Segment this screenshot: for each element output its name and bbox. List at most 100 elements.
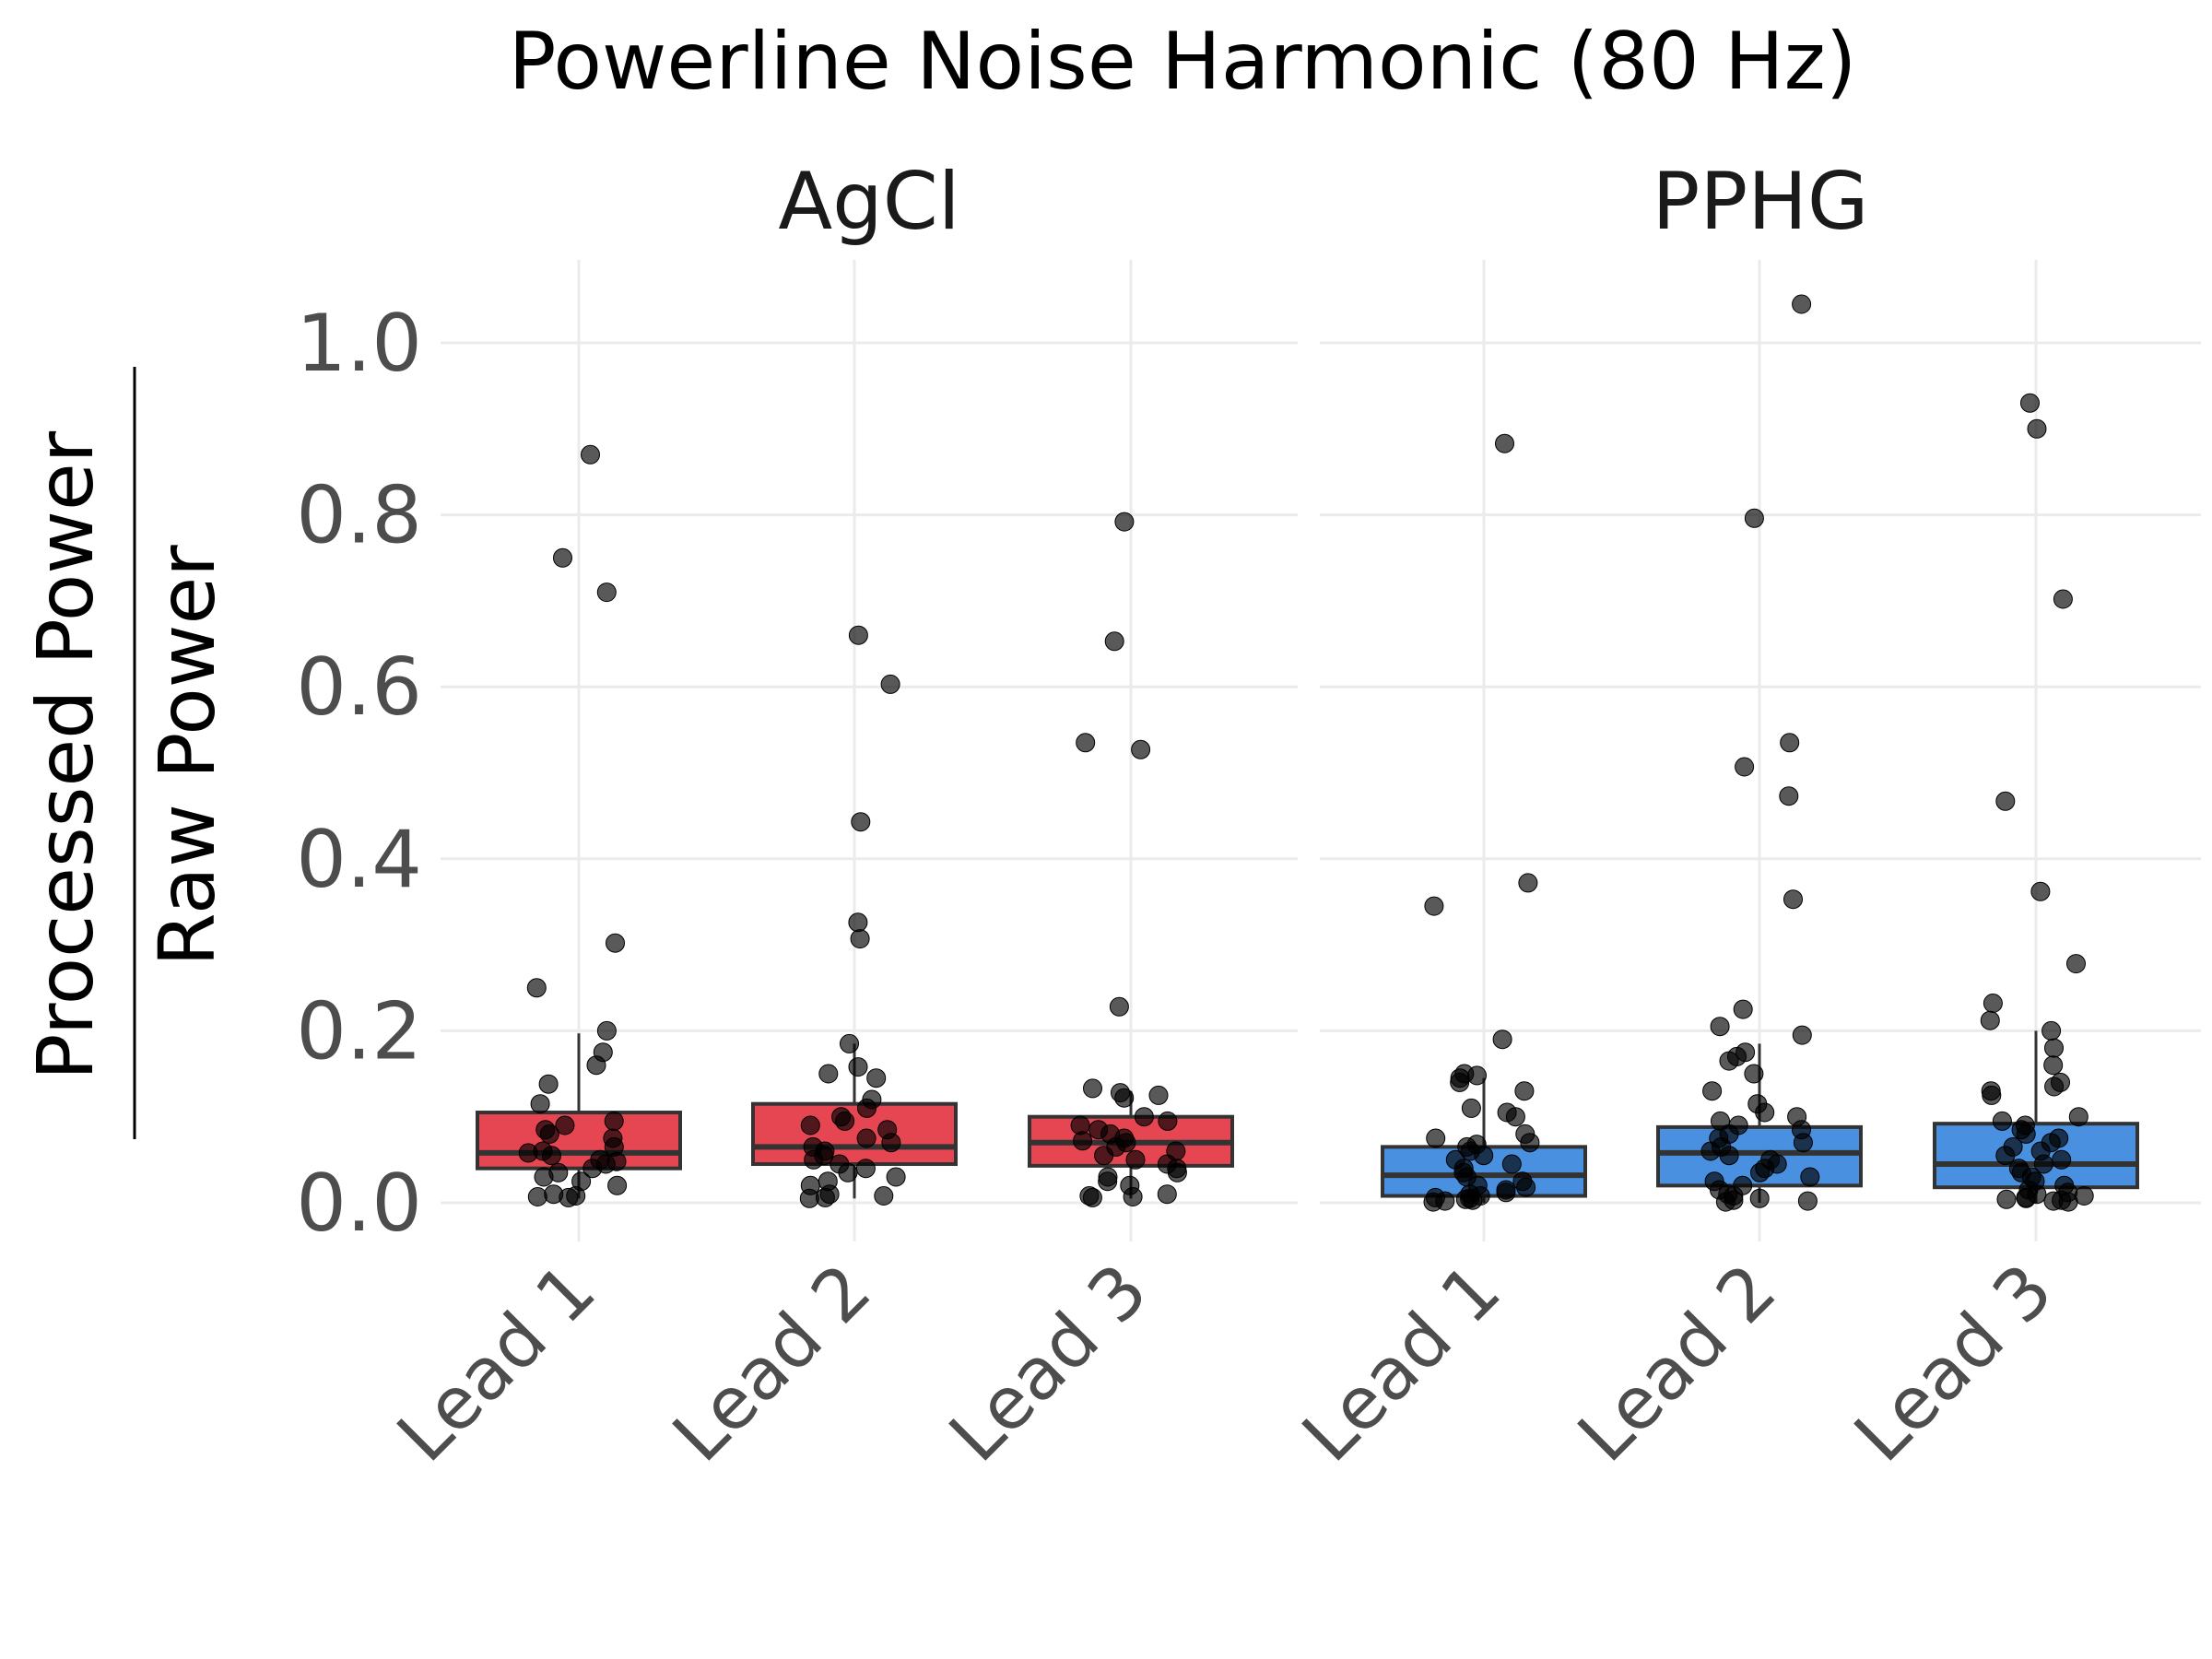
x-tick-label: Lead 3 <box>935 1249 1164 1478</box>
y-tick-label: 0.8 <box>296 470 422 562</box>
data-point <box>881 1133 901 1153</box>
data-point <box>857 1098 877 1118</box>
data-point <box>2016 1188 2036 1208</box>
data-point <box>1505 1107 1525 1127</box>
data-point <box>799 1188 819 1208</box>
data-point <box>1114 512 1135 532</box>
data-point <box>2027 418 2047 439</box>
box-iqr <box>476 1111 682 1171</box>
data-point <box>1492 1030 1512 1050</box>
y-axis-label-denominator: Raw Power <box>142 545 232 967</box>
data-point <box>1520 1133 1540 1153</box>
data-point <box>2041 1020 2062 1041</box>
data-point <box>2068 1107 2088 1127</box>
data-point <box>874 1186 894 1206</box>
data-point <box>559 1187 579 1207</box>
data-point <box>1104 631 1124 652</box>
y-tick-label: 0.0 <box>296 1158 422 1250</box>
data-point <box>555 1115 575 1135</box>
data-point <box>1123 1187 1143 1206</box>
data-point <box>856 1128 877 1148</box>
data-point <box>1076 733 1096 753</box>
data-point <box>850 929 870 949</box>
data-point <box>1744 508 1764 528</box>
data-point <box>848 625 868 645</box>
data-point <box>1158 1111 1178 1131</box>
data-point <box>1461 1098 1481 1118</box>
data-point <box>818 1064 839 1084</box>
data-point <box>1082 1187 1102 1207</box>
data-point <box>1996 1189 2017 1209</box>
box-lead-3 <box>1933 393 2139 1212</box>
data-point <box>1426 1128 1446 1148</box>
data-point <box>1992 1111 2012 1131</box>
x-tick-label: Lead 3 <box>1840 1249 2069 1478</box>
data-point <box>1755 1102 1775 1123</box>
data-point <box>1073 1131 1093 1151</box>
data-point <box>2016 1124 2036 1144</box>
data-point <box>886 1167 906 1187</box>
data-point <box>1131 739 1151 759</box>
data-point <box>539 1124 559 1144</box>
data-point <box>2043 1055 2064 1076</box>
data-point <box>838 1162 858 1182</box>
data-point <box>1514 1081 1535 1101</box>
data-point <box>581 444 600 465</box>
y-axis-label: Processed Power Raw Power <box>20 367 232 1139</box>
data-point <box>604 1111 624 1131</box>
data-point <box>1423 1192 1443 1212</box>
data-point <box>1083 1078 1102 1099</box>
box-lead-2 <box>751 625 958 1208</box>
data-point <box>1735 757 1755 777</box>
data-point <box>1167 1162 1187 1182</box>
data-point <box>1495 433 1514 453</box>
facet-panel-pphg: PPHG Lead 1 Lead 2 Lead 3 <box>1288 156 2201 1478</box>
data-point <box>800 1115 820 1135</box>
box-lead-1 <box>476 444 682 1207</box>
data-point <box>1467 1065 1487 1086</box>
data-point <box>1793 1133 1813 1153</box>
data-point <box>526 978 547 998</box>
data-point <box>1995 791 2016 811</box>
data-point <box>1702 1081 1723 1101</box>
data-point <box>835 1111 855 1131</box>
data-point <box>542 1146 561 1166</box>
chart-title: Powerline Noise Harmonic (80 Hz) <box>509 16 1857 108</box>
data-point <box>1750 1162 1770 1182</box>
data-point <box>1719 1146 1739 1166</box>
data-point <box>851 812 871 832</box>
data-point <box>855 1159 876 1179</box>
data-point <box>1783 889 1803 910</box>
x-tick-label: Lead 1 <box>1288 1249 1517 1478</box>
data-point <box>538 1074 559 1094</box>
data-point <box>1780 733 1800 753</box>
data-point <box>1980 1010 2000 1030</box>
facet-label: PPHG <box>1652 156 1868 248</box>
y-tick-label: 0.4 <box>296 814 422 906</box>
facet-label: AgCl <box>778 156 959 248</box>
data-point <box>840 1033 859 1053</box>
y-tick-label: 1.0 <box>296 298 422 390</box>
data-point <box>2030 881 2051 901</box>
data-point <box>848 1057 868 1077</box>
data-point <box>582 1159 603 1179</box>
data-point <box>1749 1188 1770 1208</box>
data-point <box>2044 1038 2064 1058</box>
data-point <box>607 1175 628 1195</box>
data-point <box>1995 1146 2016 1166</box>
data-point <box>1501 1154 1522 1174</box>
data-point <box>2066 954 2086 974</box>
data-point <box>848 912 868 933</box>
box-lead-1 <box>1381 433 1587 1212</box>
facet-panel-agcl: AgCl Lead 1 Lead 2 Lead 3 <box>382 156 1298 1478</box>
data-point <box>1744 1064 1764 1084</box>
data-point <box>527 1187 547 1206</box>
data-point <box>1157 1184 1177 1205</box>
data-point <box>1463 1190 1483 1210</box>
data-point <box>1800 1167 1820 1187</box>
data-point <box>2053 589 2073 609</box>
data-point <box>804 1149 824 1170</box>
data-point <box>1792 1025 1812 1045</box>
data-point <box>1719 1051 1739 1071</box>
